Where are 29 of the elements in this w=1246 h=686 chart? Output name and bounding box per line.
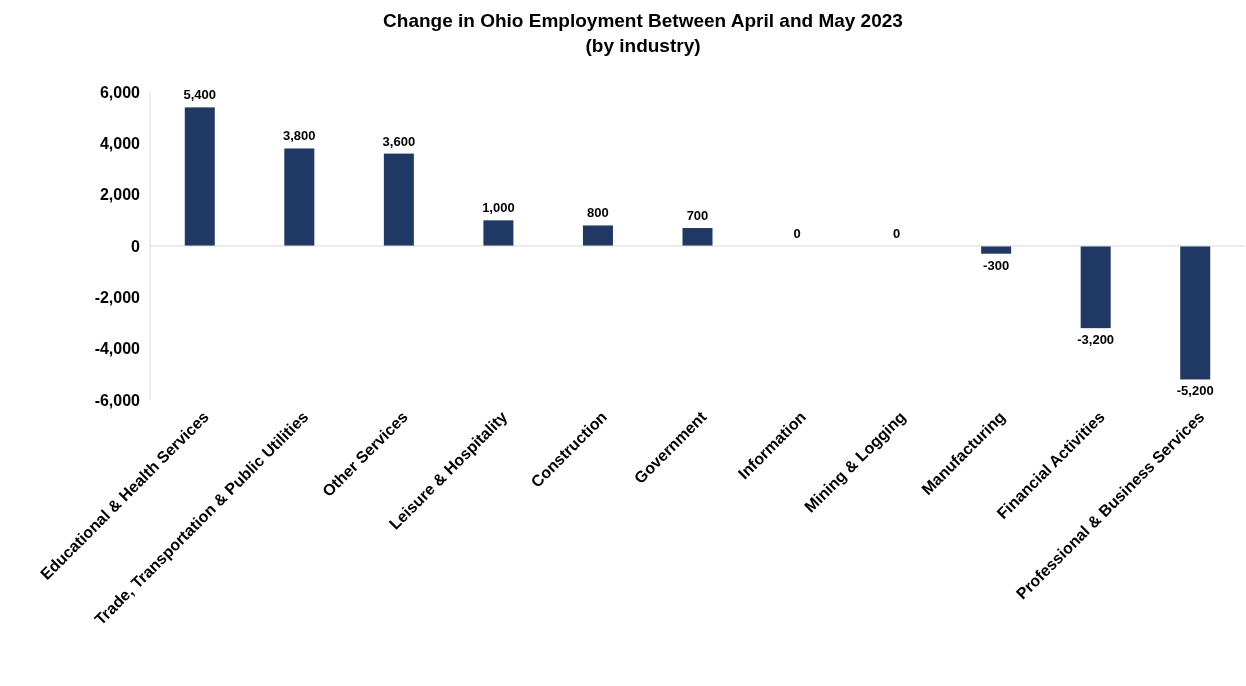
bar <box>682 228 713 246</box>
bar <box>284 148 315 246</box>
data-label: 3,800 <box>283 128 316 144</box>
bar <box>184 107 215 246</box>
chart-title: Change in Ohio Employment Between April and May 2023 <box>383 10 903 31</box>
data-label: 5,400 <box>183 87 217 103</box>
y-tick-label: 4,000 <box>99 134 141 152</box>
data-label: 0 <box>892 226 901 241</box>
y-tick-label: -6,000 <box>94 391 141 409</box>
data-label: -3,200 <box>1077 332 1115 348</box>
bar <box>383 153 414 246</box>
data-label: 3,600 <box>382 133 416 149</box>
bar <box>483 220 514 246</box>
y-tick-label: 2,000 <box>99 186 141 204</box>
data-label: 0 <box>793 226 801 241</box>
data-label: 800 <box>587 205 609 221</box>
bar <box>1180 246 1211 380</box>
data-label: -300 <box>983 257 1010 273</box>
bar <box>582 225 613 246</box>
chart-subtitle: (by industry) <box>585 35 701 56</box>
y-tick-label: -2,000 <box>94 288 141 306</box>
y-tick-label: 6,000 <box>99 83 141 101</box>
bar <box>1080 246 1111 329</box>
y-tick-label: -4,000 <box>94 340 141 358</box>
data-label: -5,200 <box>1176 383 1214 399</box>
bar <box>981 246 1012 254</box>
data-label: 700 <box>686 208 709 224</box>
data-label: 1,000 <box>482 200 515 216</box>
y-tick-label: 0 <box>131 237 141 255</box>
